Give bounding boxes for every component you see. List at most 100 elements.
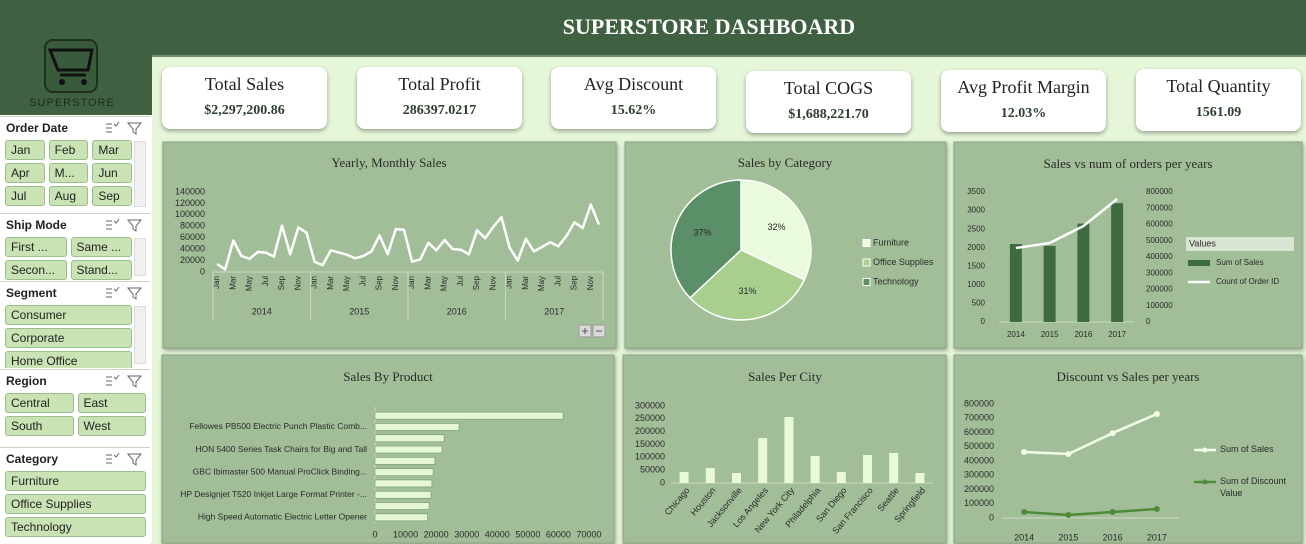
slicer-item[interactable]: M...	[48, 163, 89, 183]
tick-label: 700000	[1146, 203, 1173, 212]
slicer-icon[interactable]	[104, 286, 144, 300]
slicer-icons	[104, 452, 144, 471]
x-tick-label: Jul	[358, 276, 367, 286]
icon-lines	[106, 374, 143, 388]
x-tick-label: Jan	[407, 276, 416, 289]
legend-swatch	[1188, 260, 1210, 266]
tick-label: 500000	[1146, 236, 1173, 245]
tick-label: 400000	[1146, 252, 1173, 261]
x-tick-label: May	[245, 276, 254, 291]
kpi-card: Avg Profit Margin 12.03%	[941, 70, 1106, 132]
x-tick-label: 2014	[1007, 330, 1025, 339]
slicer-icons	[104, 121, 144, 140]
bar	[374, 468, 434, 476]
kpi-value: 12.03%	[1000, 106, 1047, 121]
slicer-title: Order Date	[6, 121, 69, 135]
y-tick-label: GBC Ibimaster 500 Manual ProClick Bindin…	[193, 466, 367, 476]
pie-slice	[688, 249, 806, 321]
legend-box: Sum of Sales	[1220, 444, 1274, 454]
slicer-item[interactable]: Jan	[5, 140, 45, 160]
kpi-title: Avg Discount	[583, 74, 684, 94]
tick-label: 700000	[964, 413, 994, 423]
slicer: Region Central East South West	[0, 369, 150, 446]
bar	[374, 479, 433, 488]
slicer-item[interactable]: Furniture	[5, 471, 146, 491]
slicer-icon[interactable]	[104, 218, 144, 232]
tick-label: 80000	[180, 221, 205, 231]
slicer-icon[interactable]	[104, 452, 144, 466]
y-tick-label: Fellowes PB500 Electric Punch Plastic Co…	[189, 421, 367, 431]
tick-label: 400000	[964, 455, 994, 465]
series-line	[1024, 507, 1157, 517]
kpi-card: Total Quantity 1561.09	[1136, 69, 1301, 131]
slicer-item[interactable]: Apr	[5, 163, 45, 183]
slicer-item[interactable]: Office Supplies	[5, 494, 146, 514]
tick-label: 20000	[180, 255, 205, 265]
tick-label: 100000	[175, 209, 205, 219]
chart-title: Sales by Category	[738, 155, 833, 170]
slicer-icon[interactable]	[104, 374, 144, 388]
slicer-title: Segment	[6, 286, 57, 300]
series-line	[216, 203, 601, 271]
bar	[1043, 245, 1056, 322]
slicer-item[interactable]: Same ...	[70, 237, 132, 257]
series-marker	[1065, 451, 1072, 458]
slicer-item[interactable]: Mar	[92, 140, 132, 160]
slicer-icons	[104, 218, 144, 237]
slicer-item[interactable]: First ...	[5, 237, 67, 257]
slicer-item[interactable]: Aug	[48, 186, 89, 206]
kpi-card: Total Profit 286397.0217	[357, 67, 522, 129]
tick-label: 2500	[967, 224, 985, 233]
slicer-item[interactable]: Home Office	[5, 351, 132, 368]
slicer-icon[interactable]	[104, 121, 144, 135]
x-tick-label: Sep	[375, 275, 384, 290]
tick-label: 40000	[485, 529, 510, 539]
kpi-title: Total Sales	[204, 74, 285, 94]
chart-title: Sales vs num of orders per years	[1044, 156, 1213, 171]
slicer-item[interactable]: Corporate	[5, 328, 132, 348]
logo-cart	[47, 48, 94, 77]
x-tick-label: 2014	[1014, 532, 1034, 542]
slicer-items: Consumer Corporate Home Office	[0, 303, 136, 368]
tick-label: 200000	[964, 484, 994, 494]
x-group-label: 2014	[252, 306, 272, 316]
chart-panel: Sales by Category 32% Furniture 31% Office …	[624, 141, 947, 349]
slicer-item[interactable]: Technology	[5, 517, 146, 537]
x-tick-label: 2016	[1074, 330, 1092, 339]
logo-text: SUPERSTORE	[29, 97, 115, 109]
slicer-item[interactable]: West	[77, 416, 146, 436]
slicer-item[interactable]: Sep	[92, 186, 132, 206]
tick-label: 300000	[964, 470, 994, 480]
bar	[705, 468, 715, 483]
slicer-item[interactable]: East	[77, 393, 146, 413]
x-tick-label: Jan	[505, 276, 514, 289]
logo-wheel	[81, 79, 87, 85]
chart-title: Sales By Product	[343, 369, 433, 384]
tick-label: 2000	[967, 243, 985, 252]
legend-swatch	[862, 278, 871, 286]
pie-slice	[740, 179, 812, 281]
chart-panel: Sales By Product 0 10000 20000 30000 40000 50…	[161, 354, 615, 544]
tick-label: 0	[200, 266, 205, 276]
slice-label: 31%	[739, 286, 757, 296]
slicer-item[interactable]: Consumer	[5, 305, 132, 325]
series-marker	[1153, 506, 1160, 513]
kpi-value: 15.62%	[610, 103, 657, 118]
tick-label: 60000	[546, 529, 571, 539]
bar	[784, 417, 794, 483]
slicer-item[interactable]: Secon...	[5, 260, 67, 280]
slicer-item[interactable]: Feb	[48, 140, 89, 160]
slicer-item[interactable]: Jul	[5, 186, 45, 206]
slicer-title: Region	[6, 374, 47, 388]
slicer-item[interactable]: Stand...	[70, 260, 132, 280]
slicer-item[interactable]: Jun	[92, 163, 132, 183]
pie-slice	[670, 179, 742, 299]
slicer-item[interactable]: Central	[5, 393, 74, 413]
x-tick-label: May	[342, 276, 351, 291]
bar	[810, 456, 820, 483]
slicer: Order Date Jan Feb Mar Apr M... Jun Jul Aug Sep	[0, 116, 150, 211]
slicer-item[interactable]: South	[5, 416, 74, 436]
tick-label: 0	[981, 317, 986, 326]
x-group-label: 2015	[349, 306, 369, 316]
